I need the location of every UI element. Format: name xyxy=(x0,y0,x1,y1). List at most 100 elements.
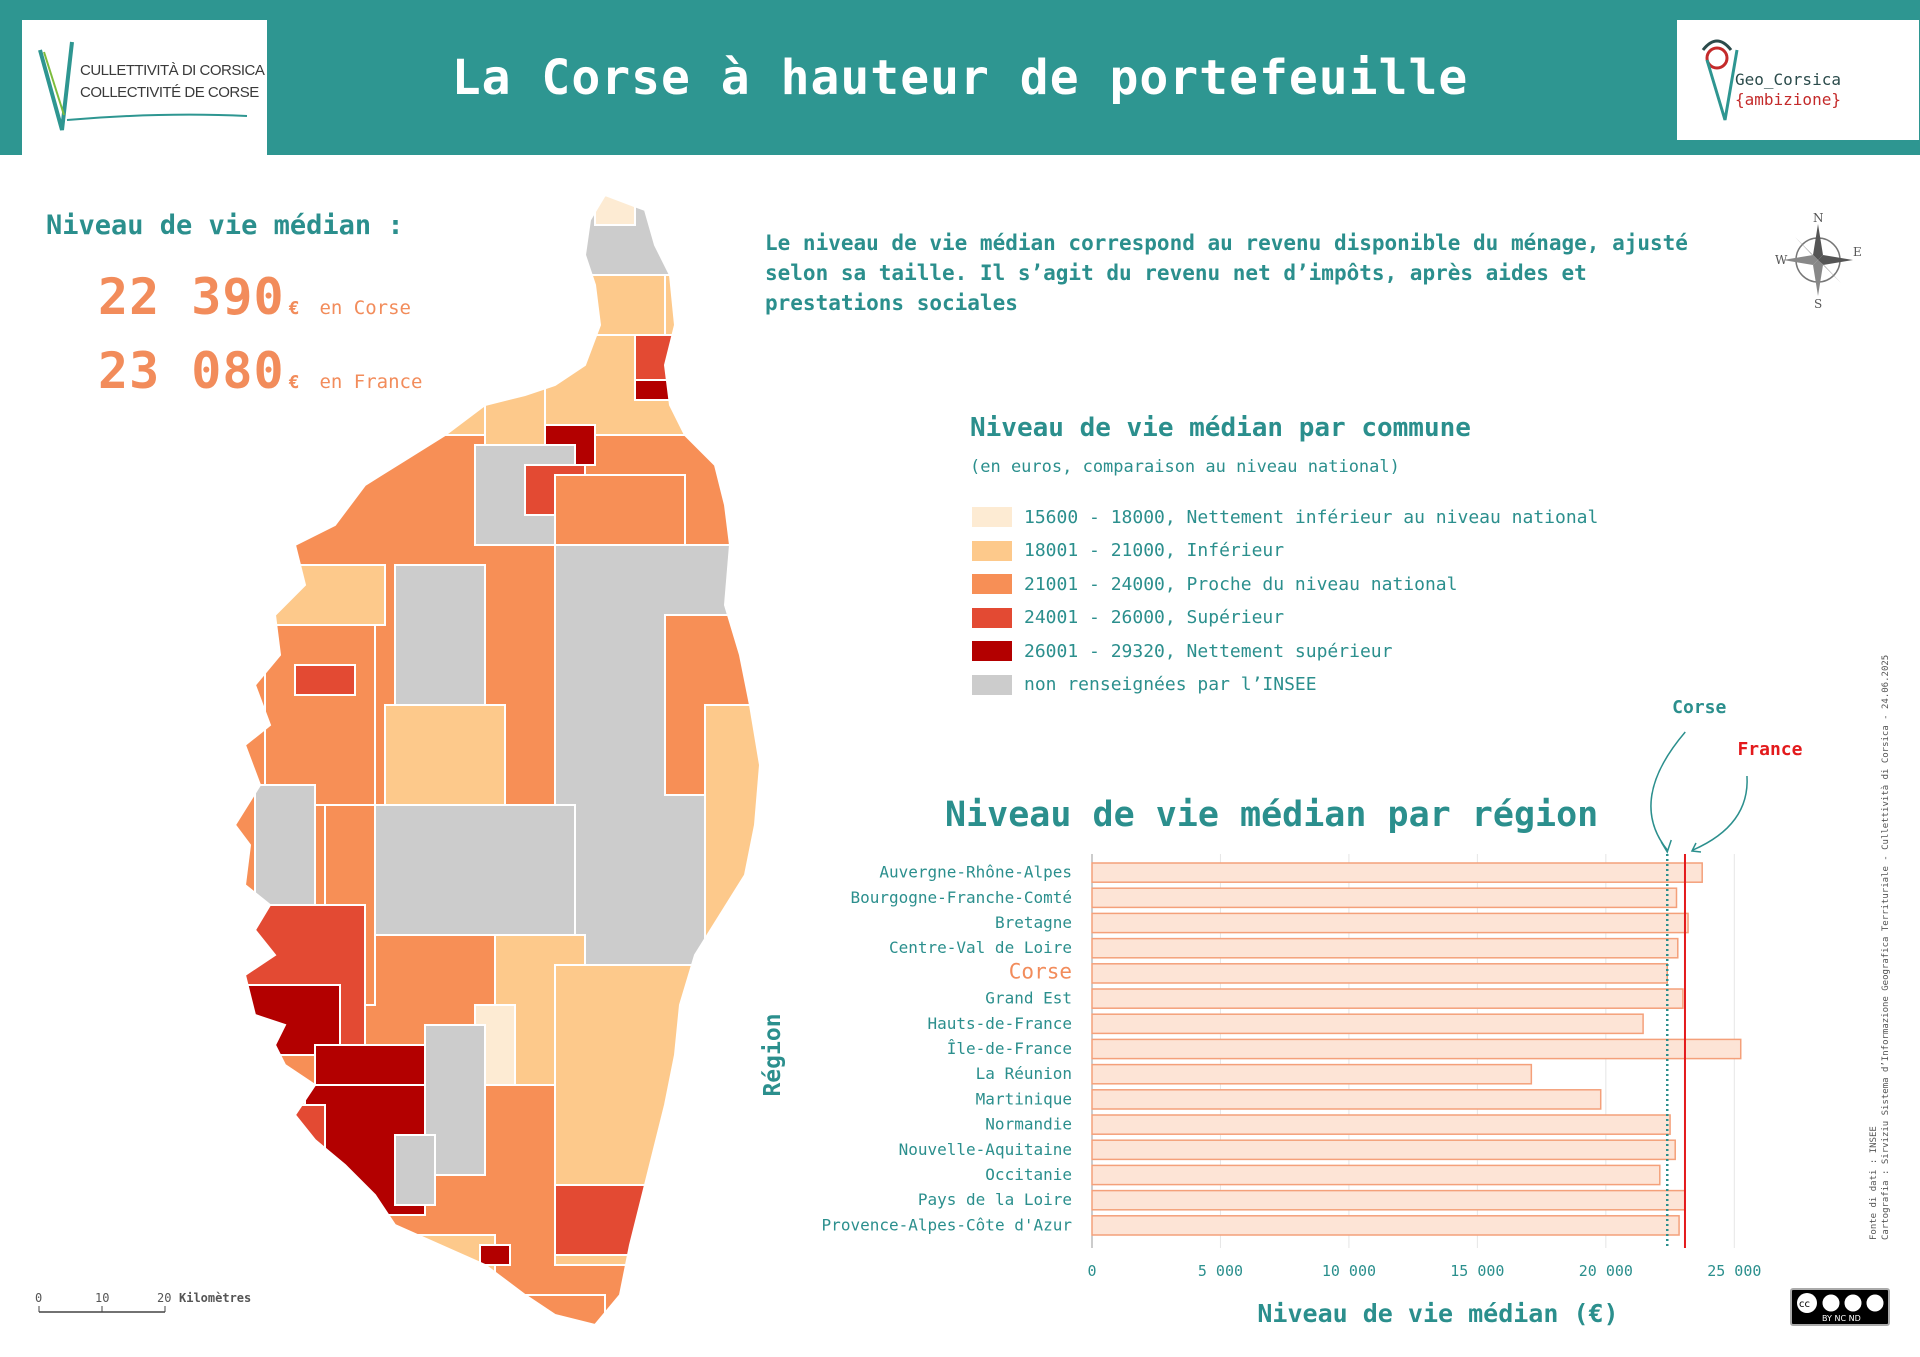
annotation-france: France xyxy=(1737,739,1802,760)
y-tick-label: Auvergne-Rhône-Alpes xyxy=(879,863,1072,882)
scale-tick-10: 10 xyxy=(95,1291,109,1305)
y-tick-label: Martinique xyxy=(976,1089,1072,1108)
y-tick-label: Provence-Alpes-Côte d'Azur xyxy=(822,1215,1073,1234)
legend-label: 18001 - 21000, Inférieur xyxy=(1024,540,1285,561)
x-tick-label: 20 000 xyxy=(1579,1262,1633,1280)
y-tick-label: Grand Est xyxy=(985,989,1072,1008)
y-tick-label: Centre-Val de Loire xyxy=(889,938,1072,957)
scale-unit: Kilomètres xyxy=(179,1291,251,1305)
bar xyxy=(1091,1164,1661,1186)
bar xyxy=(1091,1189,1686,1211)
logo-left-line1: CULLETTIVITÀ DI CORSICA xyxy=(80,62,265,79)
legend-swatch xyxy=(972,540,1012,561)
collectivite-de-corse-logo: CULLETTIVITÀ DI CORSICA COLLECTIVITÉ DE … xyxy=(22,20,267,155)
legend-item: non renseignées par l’INSEE xyxy=(972,674,1317,696)
legend-title: Niveau de vie médian par commune xyxy=(970,413,1471,443)
legend-swatch xyxy=(972,607,1012,628)
credits: Fonte di dati : INSEE Cartografia : Sirv… xyxy=(1868,655,1892,1240)
y-tick-label: Bourgogne-Franche-Comté xyxy=(850,888,1072,907)
kpi-corse-label: en Corse xyxy=(319,297,411,319)
y-tick-label: Nouvelle-Aquitaine xyxy=(899,1140,1072,1159)
legend-swatch xyxy=(972,574,1012,594)
bar xyxy=(1091,937,1679,959)
legend-label: 21001 - 24000, Proche du niveau national xyxy=(1024,573,1458,595)
cc-license-badge: cc BY NC ND xyxy=(1790,1288,1890,1326)
legend-subtitle: (en euros, comparaison au niveau nationa… xyxy=(970,457,1400,477)
y-tick-label: Bretagne xyxy=(995,913,1072,932)
kpi-france-unit: € xyxy=(288,372,300,393)
kpi-title: Niveau de vie médian : xyxy=(46,210,404,241)
bar xyxy=(1091,1114,1671,1135)
bar xyxy=(1091,988,1684,1009)
bar xyxy=(1091,912,1689,934)
arrow-corse-head xyxy=(1660,839,1672,854)
x-tick-label: 5 000 xyxy=(1198,1262,1243,1280)
bar xyxy=(1091,1013,1644,1035)
bar xyxy=(1091,1038,1742,1060)
kpi-corse: 22 390 € en Corse xyxy=(98,268,411,326)
corsica-choropleth-map xyxy=(233,193,762,1327)
kpi-corse-unit: € xyxy=(288,298,300,319)
x-axis-title: Niveau de vie médian (€) xyxy=(1257,1299,1618,1328)
description-text: Le niveau de vie médian correspond au re… xyxy=(765,231,1688,315)
legend-swatch xyxy=(972,507,1012,527)
bar xyxy=(1091,862,1703,883)
scale-bar: 0 10 20 Kilomètres xyxy=(35,1290,275,1324)
legend-label: 26001 - 29320, Nettement supérieur xyxy=(1024,640,1393,662)
header-banner xyxy=(0,0,1920,155)
legend-item: 26001 - 29320, Nettement supérieur xyxy=(972,640,1392,662)
x-tick-label: 10 000 xyxy=(1322,1262,1376,1280)
geo-corsica-logo: Geo_Corsica {ambizione} xyxy=(1677,20,1919,140)
bar xyxy=(1091,1063,1533,1085)
y-tick-label: Corse xyxy=(1009,959,1072,983)
map-pin-icon xyxy=(1701,39,1739,121)
legend-item: 24001 - 26000, Supérieur xyxy=(972,607,1284,629)
compass-w: W xyxy=(1775,253,1788,267)
y-tick-label: Occitanie xyxy=(985,1165,1072,1184)
x-tick-label: 0 xyxy=(1087,1262,1096,1280)
legend-swatch xyxy=(972,641,1012,661)
x-tick-label: 15 000 xyxy=(1450,1262,1504,1280)
x-tick-label: 25 000 xyxy=(1707,1262,1761,1280)
kpi-france-label: en France xyxy=(319,371,423,393)
kpi-france-value: 23 080 xyxy=(98,342,285,400)
bar xyxy=(1091,1139,1676,1161)
legend-label: non renseignées par l’INSEE xyxy=(1024,674,1317,695)
bar xyxy=(1091,1215,1680,1236)
y-tick-label: Normandie xyxy=(985,1115,1072,1134)
y-tick-label: La Réunion xyxy=(976,1064,1072,1083)
scale-tick-20: 20 xyxy=(157,1291,171,1305)
legend-label: 24001 - 26000, Supérieur xyxy=(1024,607,1285,628)
logo-left-line2: COLLECTIVITÉ DE CORSE xyxy=(80,84,259,101)
compass-n: N xyxy=(1813,211,1824,225)
legend-swatch xyxy=(972,674,1012,695)
bar xyxy=(1091,887,1678,909)
arrow-corse xyxy=(1650,731,1686,851)
kpi-corse-value: 22 390 xyxy=(98,268,285,326)
arrow-france-head xyxy=(1690,842,1702,853)
cc-license-text: BY NC ND xyxy=(1822,1314,1861,1323)
legend-item: 21001 - 24000, Proche du niveau national xyxy=(972,573,1457,595)
credits-source: Fonte di dati : INSEE xyxy=(1869,1126,1879,1240)
logo-right-line2: {ambizione} xyxy=(1735,90,1841,109)
bar xyxy=(1091,963,1669,984)
kpi-france: 23 080 € en France xyxy=(98,342,422,400)
bar xyxy=(1091,1089,1602,1110)
legend-item: 15600 - 18000, Nettement inférieur au ni… xyxy=(972,506,1598,528)
logo-right-line1: Geo_Corsica xyxy=(1735,70,1841,89)
compass-e: E xyxy=(1853,245,1862,259)
svg-text:cc: cc xyxy=(1799,1299,1810,1310)
compass-rose-icon: N S W E xyxy=(1775,211,1862,310)
y-tick-label: Hauts-de-France xyxy=(928,1014,1073,1033)
page-title: La Corse à hauteur de portefeuille xyxy=(451,50,1469,106)
credits-author: Cartografia : Sirviziu Sistema d’Informa… xyxy=(1881,654,1891,1240)
corsica-v-icon xyxy=(38,41,248,131)
annotation-corse: Corse xyxy=(1672,697,1726,718)
scale-tick-0: 0 xyxy=(35,1291,42,1305)
y-tick-label: Île-de-France xyxy=(947,1039,1072,1058)
legend-item: 18001 - 21000, Inférieur xyxy=(972,540,1284,562)
y-tick-label: Pays de la Loire xyxy=(918,1190,1072,1209)
legend-label: 15600 - 18000, Nettement inférieur au ni… xyxy=(1024,506,1599,528)
chart-title: Niveau de vie médian par région xyxy=(945,795,1599,835)
y-axis-title: Région xyxy=(760,1013,786,1096)
